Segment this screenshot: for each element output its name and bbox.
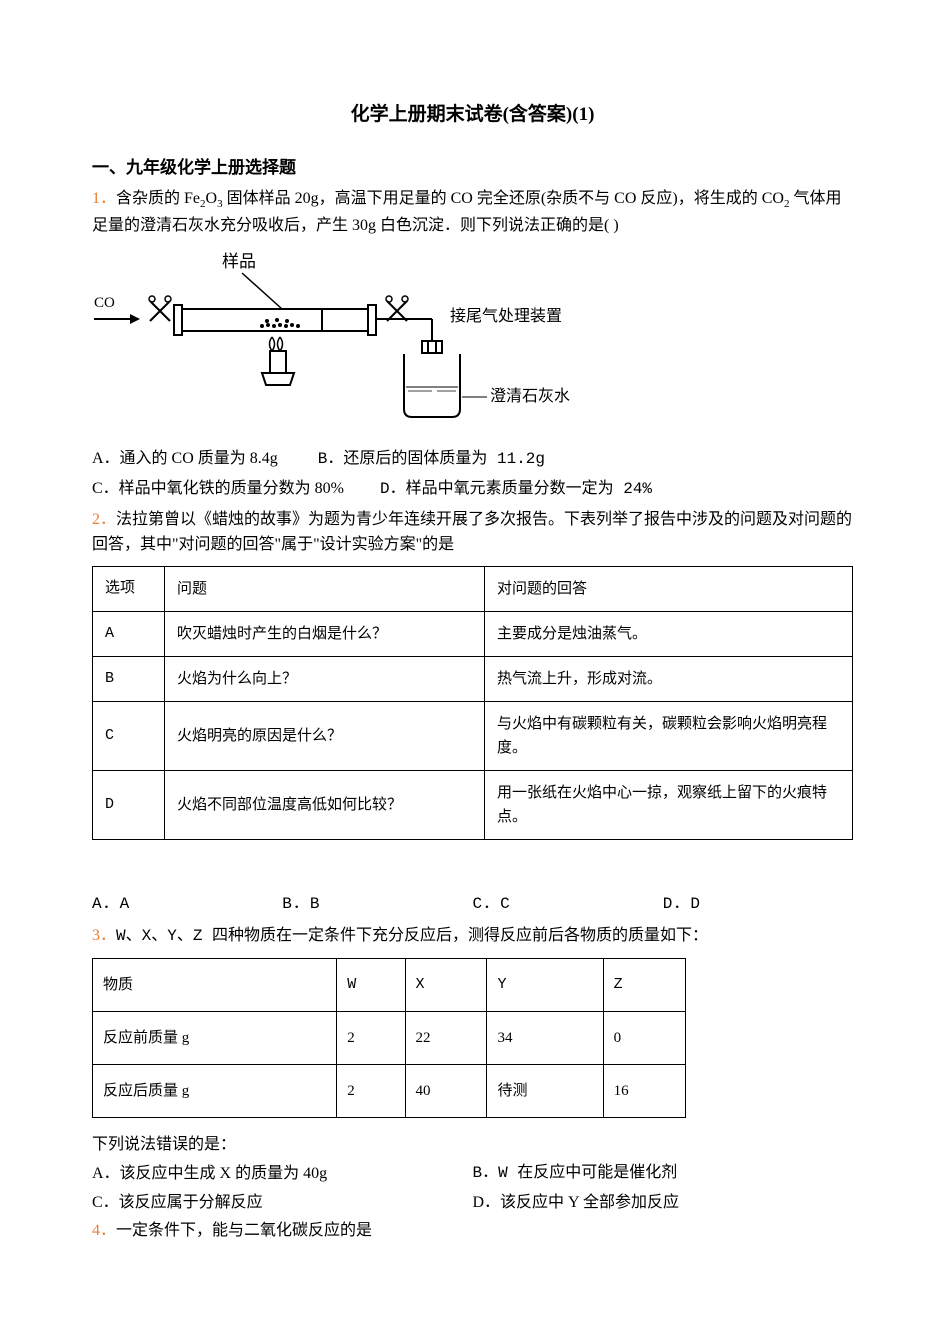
table-header-cell: 对问题的回答 xyxy=(485,566,853,611)
table-row: C 火焰明亮的原因是什么？ 与火焰中有碳颗粒有关，碳颗粒会影响火焰明亮程度。 xyxy=(93,701,853,770)
table-row: 反应前质量 g 2 22 34 0 xyxy=(93,1011,686,1064)
q1-option-a: A．通入的 CO 质量为 8.4g xyxy=(92,450,278,467)
label-tail-gas: 接尾气处理装置 xyxy=(450,307,562,325)
q2-option-c: C．C xyxy=(473,892,663,918)
section-header: 一、九年级化学上册选择题 xyxy=(92,154,853,181)
q2-option-d: D．D xyxy=(663,892,853,918)
table-cell: 与火焰中有碳颗粒有关，碳颗粒会影响火焰明亮程度。 xyxy=(485,701,853,770)
table-cell: A xyxy=(93,611,165,656)
table-cell: 火焰为什么向上？ xyxy=(165,656,485,701)
table-header-cell: 问题 xyxy=(165,566,485,611)
table-cell: 0 xyxy=(603,1011,685,1064)
table-cell: 16 xyxy=(603,1064,685,1117)
q2-option-a: A．A xyxy=(92,892,282,918)
q3-options-row1: A．该反应中生成 X 的质量为 40g B．W 在反应中可能是催化剂 xyxy=(92,1161,853,1187)
table-cell: 22 xyxy=(405,1011,487,1064)
q2-options: A．A B．B C．C D．D xyxy=(92,892,853,918)
q3-table: 物质 W X Y Z 反应前质量 g 2 22 34 0 反应后质量 g 2 4… xyxy=(92,958,686,1118)
table-row: 反应后质量 g 2 40 待测 16 xyxy=(93,1064,686,1117)
question-3: 3．W、X、Y、Z 四种物质在一定条件下充分反应后，测得反应前后各物质的质量如下… xyxy=(92,923,853,950)
label-lime-water: 澄清石灰水 xyxy=(490,387,570,405)
burner-icon xyxy=(262,337,294,385)
table-cell: 反应后质量 g xyxy=(93,1064,337,1117)
table-cell: 吹灭蜡烛时产生的白烟是什么？ xyxy=(165,611,485,656)
q1-options-row2: C．样品中氧化铁的质量分数为 80% D．样品中氧元素质量分数一定为 24% xyxy=(92,476,853,503)
q3-option-c: C．该反应属于分解反应 xyxy=(92,1190,473,1216)
table-row: 选项 问题 对问题的回答 xyxy=(93,566,853,611)
q3-text: W、X、Y、Z 四种物质在一定条件下充分反应后，测得反应前后各物质的质量如下： xyxy=(116,927,708,945)
q1-number: 1． xyxy=(92,190,116,207)
clamp-left-icon xyxy=(149,296,171,321)
q3-option-d: D．该反应中 Y 全部参加反应 xyxy=(473,1190,854,1216)
table-cell: C xyxy=(93,701,165,770)
table-cell: X xyxy=(405,958,487,1011)
table-row: 物质 W X Y Z xyxy=(93,958,686,1011)
question-4: 4．一定条件下，能与二氧化碳反应的是 xyxy=(92,1218,853,1244)
q1-text-a: 含杂质的 Fe xyxy=(116,190,200,207)
table-header-cell: 选项 xyxy=(93,566,165,611)
page-title: 化学上册期末试卷(含答案)(1) xyxy=(92,100,853,130)
table-cell: D xyxy=(93,770,165,839)
table-cell: 34 xyxy=(487,1011,603,1064)
question-2: 2．法拉第曾以《蜡烛的故事》为题为青少年连续开展了多次报告。下表列举了报告中涉及… xyxy=(92,507,853,558)
q1-option-b: B．还原后的固体质量为 11.2g xyxy=(318,450,545,468)
flask-icon xyxy=(404,341,460,417)
table-row: B 火焰为什么向上？ 热气流上升，形成对流。 xyxy=(93,656,853,701)
q4-text: 一定条件下，能与二氧化碳反应的是 xyxy=(116,1222,372,1239)
table-cell: 2 xyxy=(337,1011,405,1064)
table-cell: 物质 xyxy=(93,958,337,1011)
q4-number: 4． xyxy=(92,1222,116,1239)
q3-number: 3． xyxy=(92,927,116,944)
table-cell: 热气流上升，形成对流。 xyxy=(485,656,853,701)
apparatus-diagram-svg: 样品 CO xyxy=(92,249,622,429)
q1-option-d: D．样品中氧元素质量分数一定为 24% xyxy=(380,480,652,498)
table-cell: Z xyxy=(603,958,685,1011)
q3-statement: 下列说法错误的是： xyxy=(92,1132,853,1158)
q2-text: 法拉第曾以《蜡烛的故事》为题为青少年连续开展了多次报告。下表列举了报告中涉及的问… xyxy=(92,511,852,554)
table-cell: B xyxy=(93,656,165,701)
table-row: D 火焰不同部位温度高低如何比较？ 用一张纸在火焰中心一掠，观察纸上留下的火痕特… xyxy=(93,770,853,839)
table-cell: 反应前质量 g xyxy=(93,1011,337,1064)
q2-table: 选项 问题 对问题的回答 A 吹灭蜡烛时产生的白烟是什么？ 主要成分是烛油蒸气。… xyxy=(92,566,853,840)
q3-option-a: A．该反应中生成 X 的质量为 40g xyxy=(92,1161,473,1187)
q1-text-mid: 固体样品 20g，高温下用足量的 CO 完全还原(杂质不与 CO 反应)，将生成… xyxy=(223,190,784,207)
table-row: A 吹灭蜡烛时产生的白烟是什么？ 主要成分是烛油蒸气。 xyxy=(93,611,853,656)
q1-mid1: O xyxy=(206,190,218,207)
table-cell: 主要成分是烛油蒸气。 xyxy=(485,611,853,656)
table-cell: Y xyxy=(487,958,603,1011)
label-sample: 样品 xyxy=(222,252,256,271)
table-cell: 2 xyxy=(337,1064,405,1117)
table-cell: W xyxy=(337,958,405,1011)
q3-options-row2: C．该反应属于分解反应 D．该反应中 Y 全部参加反应 xyxy=(92,1190,853,1216)
q2-option-b: B．B xyxy=(282,892,472,918)
question-1: 1．含杂质的 Fe2O3 固体样品 20g，高温下用足量的 CO 完全还原(杂质… xyxy=(92,186,853,239)
q1-option-c: C．样品中氧化铁的质量分数为 80% xyxy=(92,480,344,497)
table-cell: 火焰明亮的原因是什么？ xyxy=(165,701,485,770)
q2-number: 2． xyxy=(92,511,116,528)
label-co: CO xyxy=(94,295,115,311)
table-cell: 40 xyxy=(405,1064,487,1117)
table-cell: 用一张纸在火焰中心一掠，观察纸上留下的火痕特点。 xyxy=(485,770,853,839)
q3-option-b: B．W 在反应中可能是催化剂 xyxy=(473,1161,854,1187)
q1-options-row1: A．通入的 CO 质量为 8.4g B．还原后的固体质量为 11.2g xyxy=(92,446,853,473)
clamp-right-icon xyxy=(386,296,408,321)
table-cell: 火焰不同部位温度高低如何比较？ xyxy=(165,770,485,839)
q1-diagram: 样品 CO xyxy=(92,249,853,438)
table-cell: 待测 xyxy=(487,1064,603,1117)
